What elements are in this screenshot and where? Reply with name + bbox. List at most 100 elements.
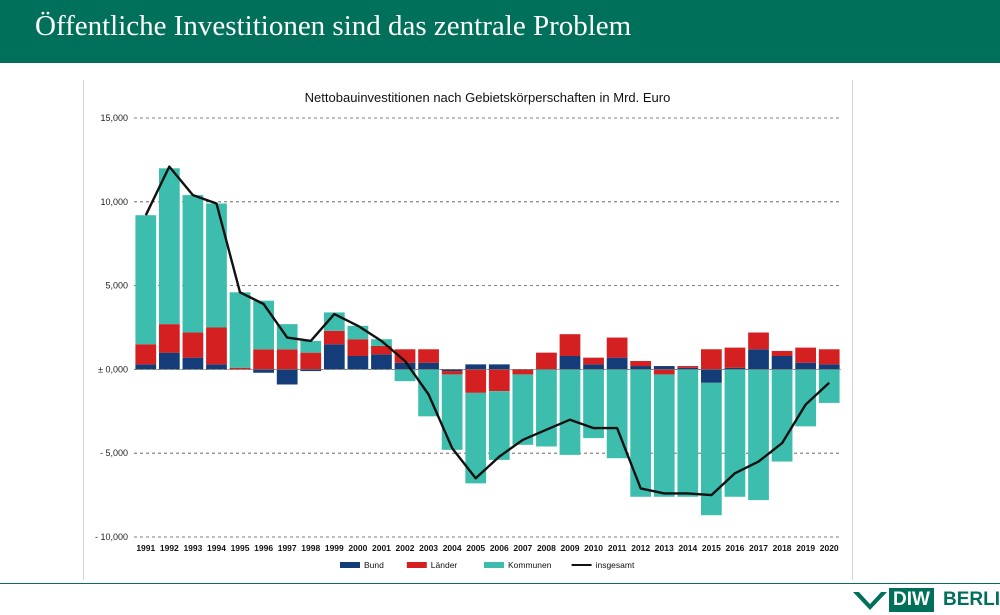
- bar-kommunen: [347, 325, 369, 340]
- bar-laender: [371, 345, 392, 355]
- chart-title: Nettobauinvestitionen nach Gebietskörper…: [305, 90, 671, 105]
- bar-bund: [559, 355, 581, 370]
- legend-label: Kommunen: [508, 560, 552, 570]
- y-tick-label: 10,000: [100, 197, 128, 207]
- bar-kommunen: [135, 215, 157, 345]
- bar-bund: [300, 369, 322, 372]
- bar-bund: [347, 355, 369, 370]
- bar-kommunen: [583, 369, 604, 439]
- bar-kommunen: [724, 369, 746, 497]
- x-tick-label: 2000: [348, 543, 367, 553]
- y-tick-label: 15,000: [100, 113, 128, 123]
- bar-laender: [347, 339, 369, 356]
- bar-laender: [818, 349, 840, 365]
- bar-kommunen: [394, 369, 416, 382]
- bar-laender: [653, 369, 675, 375]
- bar-kommunen: [182, 195, 204, 333]
- bar-kommunen: [371, 339, 392, 346]
- diw-logo: DIW BERLIN: [853, 588, 1000, 612]
- x-tick-label: 2008: [537, 543, 556, 553]
- bar-laender: [795, 347, 817, 363]
- chart-frame: Nettobauinvestitionen nach Gebietskörper…: [83, 80, 853, 580]
- x-tick-label: 2002: [396, 543, 415, 553]
- x-tick-label: 1998: [301, 543, 320, 553]
- bar-bund: [771, 355, 793, 370]
- bar-kommunen: [701, 382, 722, 516]
- bar-bund: [418, 362, 439, 370]
- legend-swatch: [484, 562, 504, 568]
- x-tick-label: 2012: [631, 543, 650, 553]
- bar-laender: [724, 347, 746, 368]
- legend-label: Länder: [431, 560, 458, 570]
- x-tick-label: 2004: [443, 543, 462, 553]
- x-tick-label: 1995: [231, 543, 250, 553]
- x-tick-label: 2013: [655, 543, 674, 553]
- x-tick-label: 2006: [490, 543, 509, 553]
- logo-city: BERLIN: [943, 589, 1000, 610]
- bar-bund: [276, 369, 298, 385]
- bar-laender: [394, 349, 416, 363]
- bar-laender: [583, 357, 604, 365]
- bar-laender: [418, 349, 439, 363]
- bar-kommunen: [488, 391, 510, 460]
- x-tick-label: 2019: [796, 543, 815, 553]
- bar-laender: [323, 330, 345, 345]
- bar-bund: [488, 364, 510, 370]
- x-tick-label: 2014: [678, 543, 697, 553]
- bar-bund: [323, 344, 345, 370]
- x-tick-label: 2011: [608, 543, 627, 553]
- bar-bund: [206, 364, 227, 370]
- bar-laender: [441, 371, 463, 375]
- bar-kommunen: [606, 369, 628, 459]
- bar-kommunen: [653, 374, 675, 497]
- legend-label: insgesamt: [596, 560, 635, 570]
- bar-kommunen: [677, 369, 699, 497]
- bar-bund: [818, 364, 840, 370]
- x-tick-label: 2009: [561, 543, 580, 553]
- x-tick-label: 2005: [466, 543, 485, 553]
- bar-kommunen: [818, 369, 840, 403]
- bar-laender: [536, 352, 557, 370]
- x-tick-label: 2017: [749, 543, 768, 553]
- diw-logo-mark-icon: [853, 592, 887, 610]
- bar-laender: [182, 332, 204, 358]
- x-tick-label: 1991: [136, 543, 155, 553]
- y-tick-label: - 5,000: [100, 448, 128, 458]
- bar-laender: [135, 344, 157, 365]
- bar-laender: [276, 349, 298, 370]
- bar-bund: [583, 364, 604, 370]
- bar-laender: [630, 361, 652, 367]
- bar-laender: [677, 366, 699, 368]
- bar-kommunen: [559, 369, 581, 455]
- bar-bund: [677, 367, 699, 370]
- x-tick-label: 1999: [325, 543, 344, 553]
- logo-brand: DIW: [889, 588, 934, 612]
- line-insgesamt: [144, 165, 831, 497]
- bar-bund: [724, 367, 746, 370]
- bar-bund: [135, 364, 157, 370]
- bar-kommunen: [536, 369, 557, 447]
- y-tick-label: - 10,000: [95, 532, 128, 542]
- x-tick-label: 2003: [419, 543, 438, 553]
- bar-bund: [182, 357, 204, 370]
- bar-bund: [465, 364, 487, 370]
- bar-kommunen: [465, 392, 487, 484]
- legend-swatch: [340, 562, 360, 568]
- bar-bund: [748, 349, 769, 370]
- bar-bund: [253, 369, 274, 373]
- bar-kommunen: [158, 168, 180, 325]
- x-tick-label: 1997: [278, 543, 297, 553]
- bar-kommunen: [300, 340, 322, 353]
- x-tick-label: 1993: [183, 543, 202, 553]
- bar-kommunen: [748, 369, 769, 501]
- x-tick-label: 2020: [820, 543, 839, 553]
- bar-bund: [606, 357, 628, 370]
- bar-laender: [701, 349, 722, 370]
- page-title: Öffentliche Investitionen sind das zentr…: [35, 10, 632, 42]
- bar-laender: [300, 352, 322, 370]
- bar-kommunen: [512, 374, 534, 445]
- bar-bund: [653, 366, 675, 370]
- x-tick-label: 2016: [725, 543, 744, 553]
- bar-bund: [795, 362, 817, 370]
- bar-laender: [559, 334, 581, 356]
